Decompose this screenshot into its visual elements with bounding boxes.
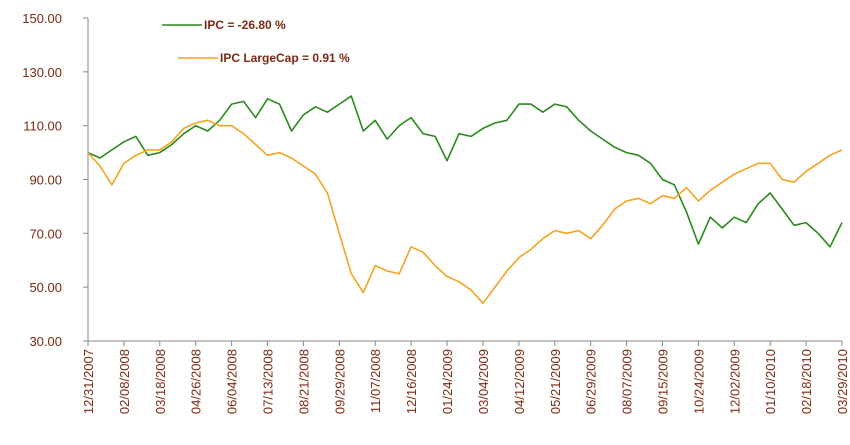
x-tick-label: 04/12/2009 xyxy=(512,349,527,414)
y-tick-label: 50.00 xyxy=(29,280,62,295)
legend-label: IPC = -26.80 % xyxy=(204,18,286,32)
series-line xyxy=(87,95,843,248)
y-tick-label: 110.00 xyxy=(23,119,62,134)
x-tick-label: 05/21/2009 xyxy=(548,349,563,414)
x-tick-label: 10/24/2009 xyxy=(691,349,706,414)
x-tick-label: 03/29/2010 xyxy=(835,349,850,414)
series-line xyxy=(87,119,843,305)
y-tick-label: 130.00 xyxy=(22,65,62,80)
legend-label: IPC LargeCap = 0.91 % xyxy=(220,51,350,65)
x-tick-label: 12/16/2008 xyxy=(404,349,419,414)
x-tick-label: 01/10/2010 xyxy=(763,349,778,414)
x-tick-label: 06/29/2009 xyxy=(584,349,599,414)
x-tick-label: 03/18/2008 xyxy=(153,349,168,414)
x-tick-label: 09/29/2008 xyxy=(332,349,347,414)
x-tick-label: 01/24/2009 xyxy=(440,349,455,414)
x-tick-label: 12/02/2009 xyxy=(727,349,742,414)
x-tick-label: 07/13/2008 xyxy=(261,349,276,414)
y-tick-label: 90.00 xyxy=(29,173,62,188)
x-tick-label: 09/15/2009 xyxy=(655,349,670,414)
x-tick-label: 06/04/2008 xyxy=(225,349,240,414)
x-tick-label: 08/07/2009 xyxy=(620,349,635,414)
x-tick-label: 02/08/2008 xyxy=(117,349,132,414)
x-tick-label: 11/07/2008 xyxy=(368,349,383,413)
y-tick-label: 30.00 xyxy=(29,334,62,349)
x-tick-label: 12/31/2007 xyxy=(81,349,96,414)
x-tick-label: 04/26/2008 xyxy=(189,349,204,414)
y-tick-label: 150.00 xyxy=(22,11,62,26)
x-tick-label: 08/21/2008 xyxy=(296,349,311,414)
x-tick-label: 02/18/2010 xyxy=(799,349,814,414)
y-tick-label: 70.00 xyxy=(29,226,62,241)
x-tick-label: 03/04/2009 xyxy=(476,349,491,414)
